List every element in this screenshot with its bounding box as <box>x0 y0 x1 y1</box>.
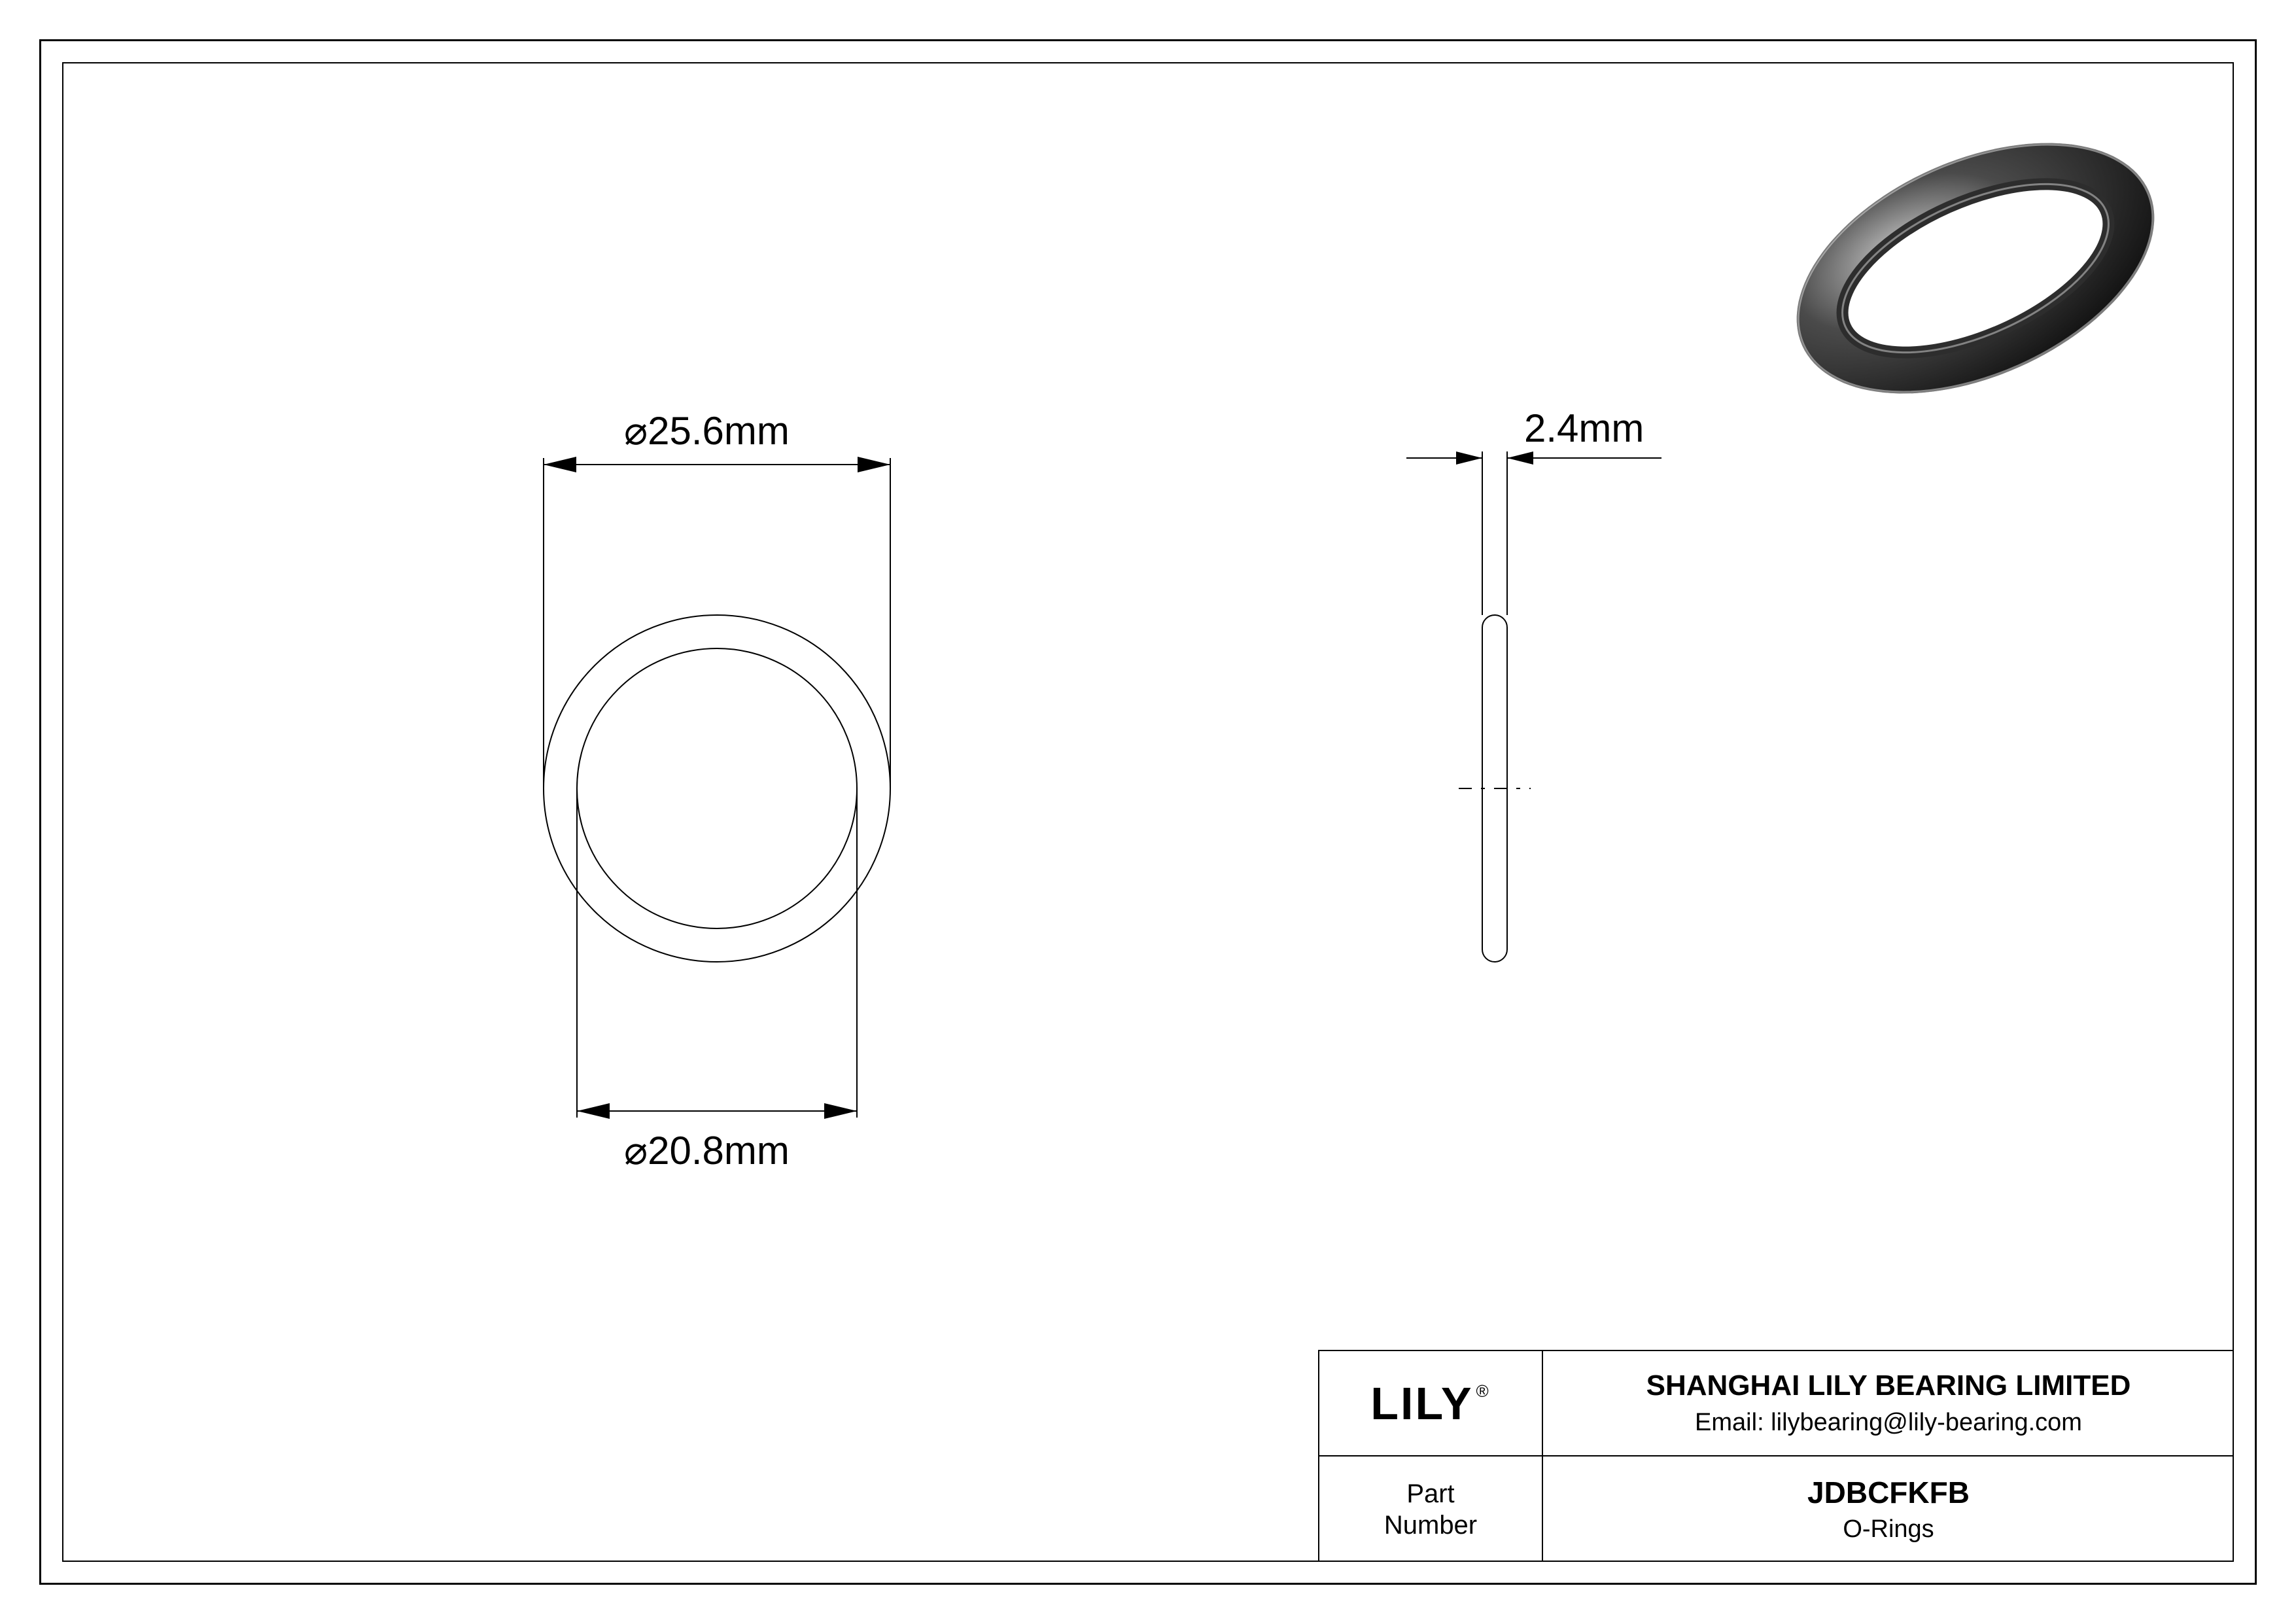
dim-thickness-label: 2.4mm <box>1524 406 1644 451</box>
brand-logo: LILY ® <box>1370 1377 1490 1430</box>
part-number-label: PartNumber <box>1384 1478 1477 1541</box>
dim-inner-label: ⌀20.8mm <box>624 1128 790 1174</box>
dim-thickness <box>1406 451 1661 465</box>
ring-front-view <box>544 615 890 962</box>
dim-outer-diameter <box>544 457 890 472</box>
company-email: Email: lilybearing@lily-bearing.com <box>1695 1409 2082 1437</box>
part-description: O-Rings <box>1843 1515 1934 1544</box>
brand-cell: LILY ® <box>1319 1351 1543 1455</box>
brand-text: LILY <box>1370 1377 1473 1430</box>
section-view <box>1459 615 1531 962</box>
part-number-label-cell: PartNumber <box>1319 1456 1543 1562</box>
part-number-cell: JDBCFKFB O-Rings <box>1543 1456 2234 1562</box>
page-root: ⌀25.6mm ⌀20.8mm 2.4mm <box>0 0 2296 1624</box>
company-cell: SHANGHAI LILY BEARING LIMITED Email: lil… <box>1543 1351 2234 1455</box>
registered-mark-icon: ® <box>1476 1381 1491 1402</box>
dim-outer-label: ⌀25.6mm <box>624 408 790 454</box>
title-block-row-part: PartNumber JDBCFKFB O-Rings <box>1319 1456 2234 1562</box>
oring-3d-render <box>1766 111 2185 438</box>
dim-inner-diameter <box>577 1103 857 1119</box>
title-block-row-company: LILY ® SHANGHAI LILY BEARING LIMITED Ema… <box>1319 1351 2234 1456</box>
company-name: SHANGHAI LILY BEARING LIMITED <box>1646 1369 2131 1402</box>
title-block: LILY ® SHANGHAI LILY BEARING LIMITED Ema… <box>1318 1350 2234 1562</box>
part-number-value: JDBCFKFB <box>1807 1475 1970 1510</box>
